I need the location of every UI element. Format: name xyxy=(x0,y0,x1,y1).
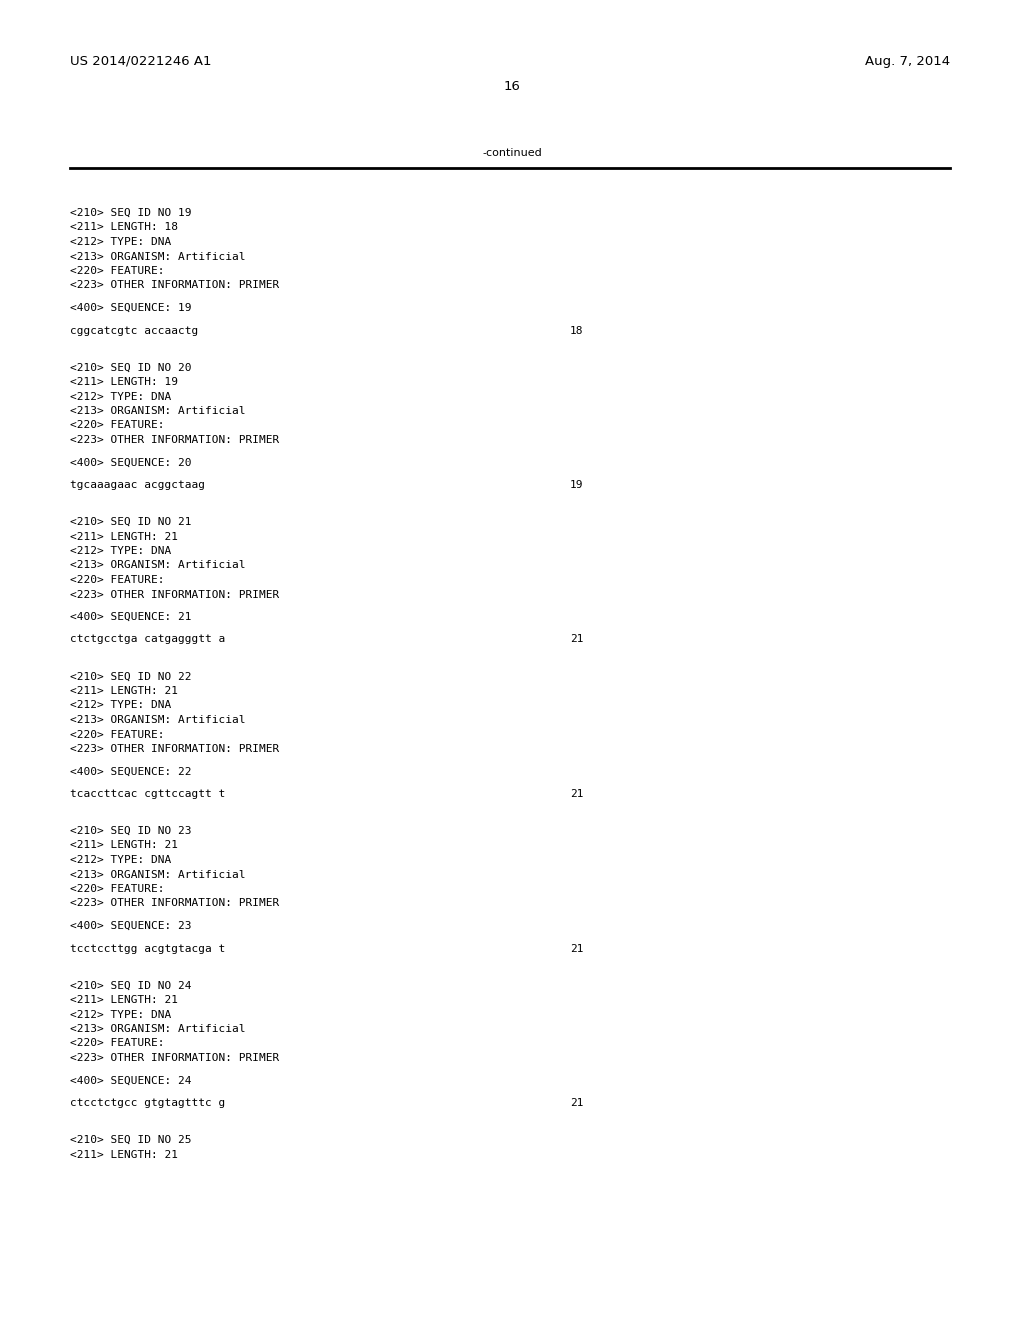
Text: <223> OTHER INFORMATION: PRIMER: <223> OTHER INFORMATION: PRIMER xyxy=(70,281,280,290)
Text: 18: 18 xyxy=(570,326,584,335)
Text: <223> OTHER INFORMATION: PRIMER: <223> OTHER INFORMATION: PRIMER xyxy=(70,1053,280,1063)
Text: <210> SEQ ID NO 23: <210> SEQ ID NO 23 xyxy=(70,826,191,836)
Text: <211> LENGTH: 21: <211> LENGTH: 21 xyxy=(70,1150,178,1159)
Text: <220> FEATURE:: <220> FEATURE: xyxy=(70,267,165,276)
Text: <220> FEATURE:: <220> FEATURE: xyxy=(70,730,165,739)
Text: <223> OTHER INFORMATION: PRIMER: <223> OTHER INFORMATION: PRIMER xyxy=(70,744,280,754)
Text: 21: 21 xyxy=(570,944,584,953)
Text: 19: 19 xyxy=(570,480,584,490)
Text: <212> TYPE: DNA: <212> TYPE: DNA xyxy=(70,546,171,556)
Text: 21: 21 xyxy=(570,789,584,799)
Text: <400> SEQUENCE: 24: <400> SEQUENCE: 24 xyxy=(70,1076,191,1085)
Text: <210> SEQ ID NO 21: <210> SEQ ID NO 21 xyxy=(70,517,191,527)
Text: <211> LENGTH: 19: <211> LENGTH: 19 xyxy=(70,378,178,387)
Text: cggcatcgtc accaactg: cggcatcgtc accaactg xyxy=(70,326,199,335)
Text: <211> LENGTH: 21: <211> LENGTH: 21 xyxy=(70,841,178,850)
Text: <213> ORGANISM: Artificial: <213> ORGANISM: Artificial xyxy=(70,252,246,261)
Text: <220> FEATURE:: <220> FEATURE: xyxy=(70,421,165,430)
Text: tcctccttgg acgtgtacga t: tcctccttgg acgtgtacga t xyxy=(70,944,225,953)
Text: <220> FEATURE:: <220> FEATURE: xyxy=(70,1039,165,1048)
Text: <400> SEQUENCE: 19: <400> SEQUENCE: 19 xyxy=(70,304,191,313)
Text: <212> TYPE: DNA: <212> TYPE: DNA xyxy=(70,392,171,401)
Text: <211> LENGTH: 21: <211> LENGTH: 21 xyxy=(70,995,178,1005)
Text: <210> SEQ ID NO 25: <210> SEQ ID NO 25 xyxy=(70,1135,191,1144)
Text: <400> SEQUENCE: 23: <400> SEQUENCE: 23 xyxy=(70,921,191,931)
Text: <210> SEQ ID NO 19: <210> SEQ ID NO 19 xyxy=(70,209,191,218)
Text: <210> SEQ ID NO 20: <210> SEQ ID NO 20 xyxy=(70,363,191,372)
Text: <223> OTHER INFORMATION: PRIMER: <223> OTHER INFORMATION: PRIMER xyxy=(70,899,280,908)
Text: <210> SEQ ID NO 24: <210> SEQ ID NO 24 xyxy=(70,981,191,990)
Text: <213> ORGANISM: Artificial: <213> ORGANISM: Artificial xyxy=(70,715,246,725)
Text: <400> SEQUENCE: 21: <400> SEQUENCE: 21 xyxy=(70,612,191,622)
Text: <212> TYPE: DNA: <212> TYPE: DNA xyxy=(70,855,171,865)
Text: <400> SEQUENCE: 22: <400> SEQUENCE: 22 xyxy=(70,767,191,776)
Text: <220> FEATURE:: <220> FEATURE: xyxy=(70,576,165,585)
Text: 21: 21 xyxy=(570,635,584,644)
Text: <211> LENGTH: 18: <211> LENGTH: 18 xyxy=(70,223,178,232)
Text: <213> ORGANISM: Artificial: <213> ORGANISM: Artificial xyxy=(70,561,246,570)
Text: <220> FEATURE:: <220> FEATURE: xyxy=(70,884,165,894)
Text: <400> SEQUENCE: 20: <400> SEQUENCE: 20 xyxy=(70,458,191,467)
Text: <212> TYPE: DNA: <212> TYPE: DNA xyxy=(70,1010,171,1019)
Text: <223> OTHER INFORMATION: PRIMER: <223> OTHER INFORMATION: PRIMER xyxy=(70,590,280,599)
Text: tgcaaagaac acggctaag: tgcaaagaac acggctaag xyxy=(70,480,205,490)
Text: -continued: -continued xyxy=(482,148,542,158)
Text: 16: 16 xyxy=(504,81,520,92)
Text: US 2014/0221246 A1: US 2014/0221246 A1 xyxy=(70,55,212,69)
Text: <211> LENGTH: 21: <211> LENGTH: 21 xyxy=(70,532,178,541)
Text: Aug. 7, 2014: Aug. 7, 2014 xyxy=(865,55,950,69)
Text: <210> SEQ ID NO 22: <210> SEQ ID NO 22 xyxy=(70,672,191,681)
Text: 21: 21 xyxy=(570,1098,584,1107)
Text: <213> ORGANISM: Artificial: <213> ORGANISM: Artificial xyxy=(70,870,246,879)
Text: <213> ORGANISM: Artificial: <213> ORGANISM: Artificial xyxy=(70,407,246,416)
Text: ctctgcctga catgagggtt a: ctctgcctga catgagggtt a xyxy=(70,635,225,644)
Text: <211> LENGTH: 21: <211> LENGTH: 21 xyxy=(70,686,178,696)
Text: <212> TYPE: DNA: <212> TYPE: DNA xyxy=(70,701,171,710)
Text: <213> ORGANISM: Artificial: <213> ORGANISM: Artificial xyxy=(70,1024,246,1034)
Text: ctcctctgcc gtgtagtttc g: ctcctctgcc gtgtagtttc g xyxy=(70,1098,225,1107)
Text: <223> OTHER INFORMATION: PRIMER: <223> OTHER INFORMATION: PRIMER xyxy=(70,436,280,445)
Text: tcaccttcac cgttccagtt t: tcaccttcac cgttccagtt t xyxy=(70,789,225,799)
Text: <212> TYPE: DNA: <212> TYPE: DNA xyxy=(70,238,171,247)
